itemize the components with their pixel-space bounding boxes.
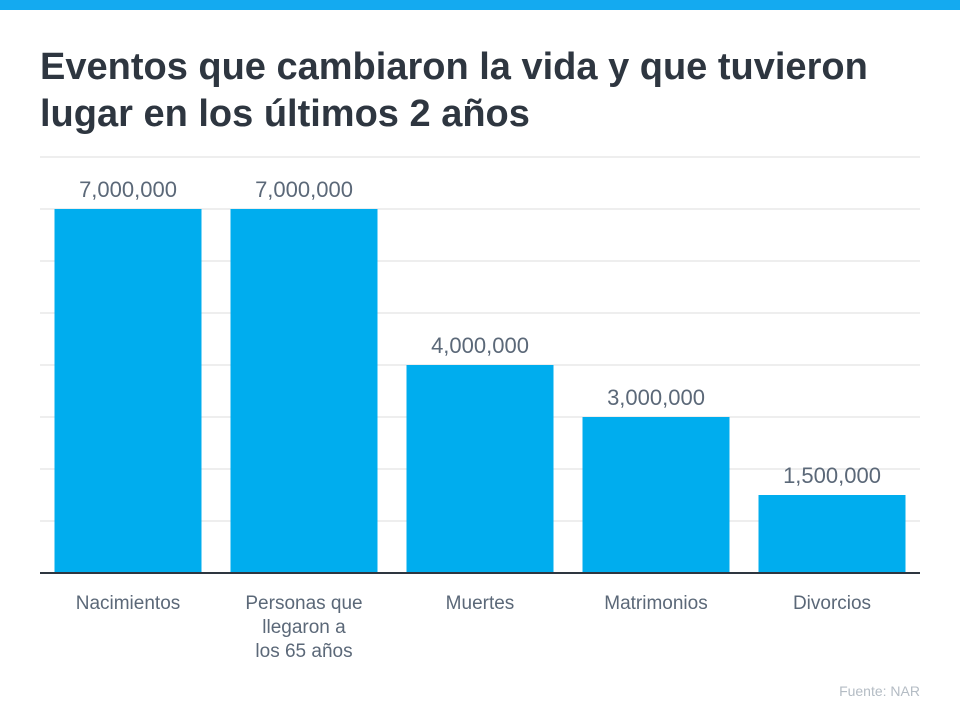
x-tick-label: Muertes [446, 593, 515, 614]
bar [406, 365, 554, 573]
bar [54, 209, 202, 573]
data-label: 1,500,000 [783, 463, 881, 488]
bar [230, 209, 378, 573]
data-label: 7,000,000 [79, 177, 177, 202]
data-label: 7,000,000 [255, 177, 353, 202]
bar [582, 417, 730, 573]
x-tick-label: Matrimonios [604, 593, 707, 614]
source-note: Fuente: NAR [839, 683, 920, 699]
data-label: 4,000,000 [431, 333, 529, 358]
top-accent-bar [0, 0, 960, 10]
data-label: 3,000,000 [607, 385, 705, 410]
chart-title: Eventos que cambiaron la vida y que tuvi… [40, 46, 868, 135]
x-tick-label: Divorcios [793, 593, 871, 614]
x-tick-label: Nacimientos [76, 593, 181, 614]
bar [758, 495, 906, 573]
x-tick-label: Personas que llegaron a los 65 años [245, 593, 362, 662]
